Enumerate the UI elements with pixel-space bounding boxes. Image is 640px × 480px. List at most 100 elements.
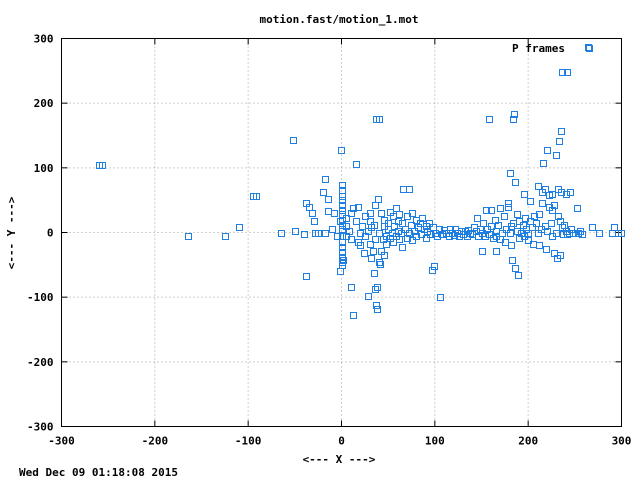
data-point	[371, 222, 378, 229]
data-point	[540, 160, 547, 167]
data-point	[559, 69, 566, 76]
data-point	[357, 242, 364, 249]
data-point	[375, 196, 382, 203]
data-point	[483, 207, 490, 214]
x-tick-label: -100	[235, 435, 262, 448]
data-point	[368, 255, 375, 262]
data-point	[372, 236, 379, 243]
data-point	[236, 224, 243, 231]
data-point	[567, 189, 574, 196]
data-point	[402, 226, 409, 233]
data-point	[419, 215, 426, 222]
data-point	[185, 233, 192, 240]
data-point	[542, 186, 549, 193]
x-tick-label: 200	[518, 435, 538, 448]
data-point	[348, 284, 355, 291]
y-tick-label: 100	[34, 162, 54, 175]
data-point	[556, 138, 563, 145]
data-point	[374, 284, 381, 291]
data-point	[555, 213, 562, 220]
data-point	[338, 147, 345, 154]
data-point	[404, 235, 411, 242]
data-point	[396, 211, 403, 218]
data-point	[427, 231, 434, 238]
y-tick-label: 300	[34, 33, 54, 46]
data-point	[511, 111, 518, 118]
data-point	[477, 226, 484, 233]
data-point	[512, 265, 519, 272]
data-point	[437, 294, 444, 301]
data-point	[533, 220, 540, 227]
data-point	[409, 210, 416, 217]
data-point	[486, 116, 493, 123]
y-tick-label: -300	[27, 421, 54, 434]
data-point	[512, 179, 519, 186]
data-point	[399, 220, 406, 227]
data-point	[499, 230, 506, 237]
y-axis: -300 -200 -100 0 100 200 300	[27, 33, 622, 434]
data-point	[399, 244, 406, 251]
legend-marker	[585, 44, 592, 51]
data-point	[292, 228, 299, 235]
data-point	[350, 312, 357, 319]
data-point	[325, 208, 332, 215]
data-point	[359, 223, 366, 230]
data-point	[311, 218, 318, 225]
x-tick-label: -200	[142, 435, 169, 448]
data-point	[549, 191, 556, 198]
data-point	[521, 191, 528, 198]
data-point	[501, 213, 508, 220]
data-point	[372, 286, 379, 293]
x-axis-label: <--- X --->	[303, 453, 376, 466]
data-point	[586, 45, 593, 52]
data-point	[371, 270, 378, 277]
data-point	[406, 230, 413, 237]
timestamp: Wed Dec 09 01:18:08 2015	[19, 466, 178, 479]
data-point	[488, 223, 495, 230]
data-point	[339, 202, 346, 209]
data-point	[596, 230, 603, 237]
data-point	[355, 204, 362, 211]
data-point	[544, 228, 551, 235]
data-point	[611, 224, 618, 231]
data-point	[322, 176, 329, 183]
data-point	[339, 244, 346, 251]
data-point	[372, 202, 379, 209]
data-point	[320, 189, 327, 196]
y-tick-label: 0	[47, 227, 54, 240]
data-point	[439, 231, 446, 238]
data-point	[303, 273, 310, 280]
data-point	[348, 236, 355, 243]
data-point	[426, 220, 433, 227]
data-point	[535, 183, 542, 190]
data-point	[575, 230, 582, 237]
data-point	[497, 205, 504, 212]
data-point	[339, 197, 346, 204]
data-point	[329, 226, 336, 233]
data-point	[331, 210, 338, 217]
y-axis-label: <--- Y --->	[5, 196, 18, 269]
data-point	[430, 224, 437, 231]
data-point	[553, 152, 560, 159]
data-point	[337, 268, 344, 275]
data-point	[348, 210, 355, 217]
data-point	[376, 116, 383, 123]
data-point	[365, 293, 372, 300]
data-point	[516, 218, 523, 225]
data-point	[429, 267, 436, 274]
data-point	[346, 228, 353, 235]
data-point	[514, 228, 521, 235]
data-point	[353, 218, 360, 225]
x-tick-label: 300	[612, 435, 632, 448]
data-points	[96, 45, 625, 319]
data-point	[505, 204, 512, 211]
data-point	[391, 223, 398, 230]
data-point	[558, 189, 565, 196]
data-point	[515, 272, 522, 279]
y-tick-label: -200	[27, 356, 54, 369]
data-point	[536, 211, 543, 218]
legend-label: P frames	[512, 42, 565, 55]
data-point	[395, 218, 402, 225]
data-point	[343, 215, 350, 222]
